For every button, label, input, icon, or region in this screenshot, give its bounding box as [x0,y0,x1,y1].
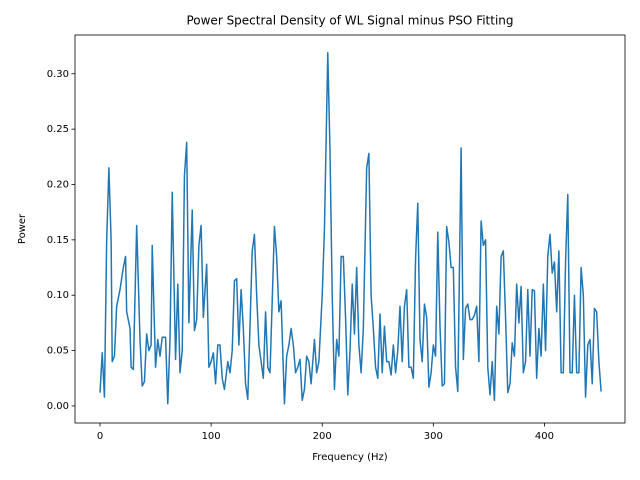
y-axis-label: Power [17,213,28,244]
x-tick-label: 0 [97,431,103,442]
plot-frame [74,34,626,424]
y-tick-label: 0.00 [47,401,69,412]
data-line [99,51,602,405]
y-tick-label: 0.15 [47,235,69,246]
y-tick-label: 0.05 [47,346,69,357]
x-tick-label: 100 [202,431,221,442]
y-tick-label: 0.20 [47,179,69,190]
y-tick-label: 0.10 [47,290,69,301]
y-tick-label: 0.25 [47,124,69,135]
y-tick-label: 0.30 [47,69,69,80]
x-tick-label: 200 [313,431,332,442]
chart-title: Power Spectral Density of WL Signal minu… [186,14,513,28]
x-tick-label: 300 [424,431,443,442]
x-tick-label: 400 [535,431,554,442]
x-axis-label: Frequency (Hz) [312,452,388,463]
